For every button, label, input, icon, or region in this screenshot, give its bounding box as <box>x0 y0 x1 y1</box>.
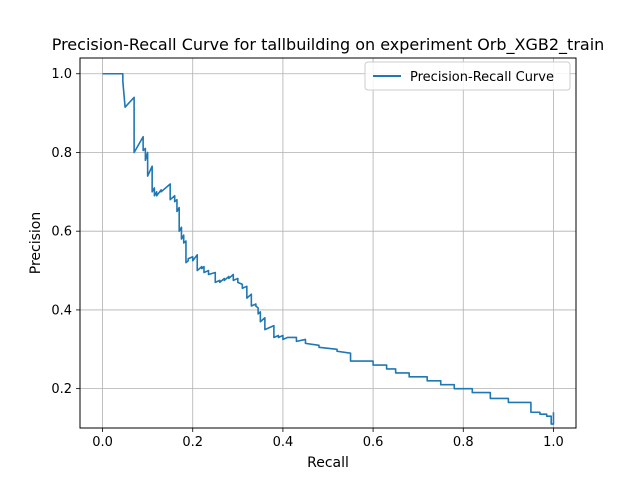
chart-title: Precision-Recall Curve for tallbuilding … <box>52 35 605 55</box>
x-tick-label: 0.2 <box>182 435 203 450</box>
axes: 0.0 0.2 0.4 0.6 0.8 1.0 0.2 0.4 0.6 0.8 1.0 <box>51 67 563 450</box>
y-axis-label: Precision <box>28 212 44 274</box>
y-tick-label: 0.8 <box>51 146 72 161</box>
x-tick-label: 0.4 <box>273 435 294 450</box>
legend-box <box>364 61 571 91</box>
x-tick-label: 0.8 <box>453 435 474 450</box>
y-tick-label: 0.2 <box>51 382 72 397</box>
x-axis-label: Recall <box>307 455 349 471</box>
y-tick-label: 0.4 <box>51 303 72 318</box>
y-tick-label: 1.0 <box>51 67 72 82</box>
plot-area-frame <box>79 57 577 429</box>
x-tick-label: 1.0 <box>543 435 564 450</box>
pr-curve-line <box>102 72 555 425</box>
x-tick-label: 0.0 <box>92 435 113 450</box>
legend-entry-label: Precision-Recall Curve <box>410 70 554 85</box>
series-layer <box>102 72 555 425</box>
x-tick-label: 0.6 <box>363 435 384 450</box>
y-tick-label: 0.6 <box>51 225 72 240</box>
legend: Precision-Recall Curve <box>364 61 571 91</box>
